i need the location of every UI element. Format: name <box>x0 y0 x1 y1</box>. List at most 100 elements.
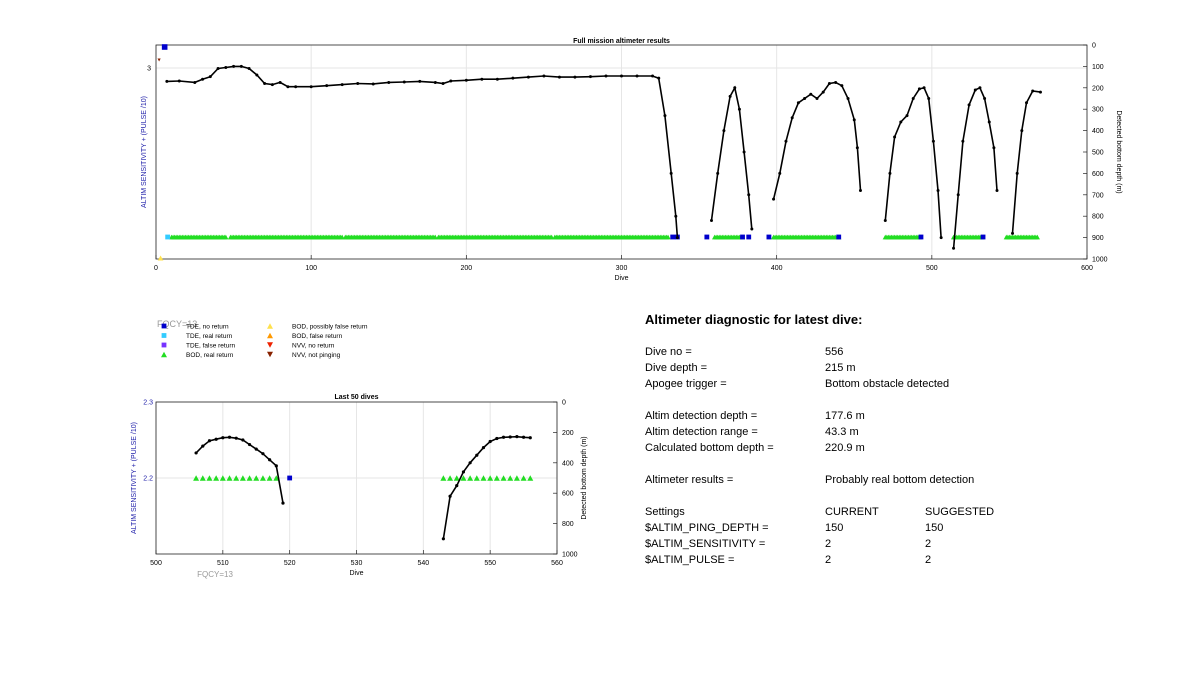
legend-entry-label: TDE, real return <box>186 333 233 340</box>
depth-line <box>166 65 679 238</box>
depth-point <box>973 88 977 92</box>
depth-point <box>722 129 726 133</box>
x-tick-label: 400 <box>771 265 783 272</box>
diag-value: Probably real bottom detection <box>825 474 975 486</box>
y-right-tick-label: 200 <box>562 430 574 437</box>
y-right-axis-label: Detected bottom depth (m) <box>1115 110 1122 193</box>
depth-point <box>733 86 737 90</box>
depth-point <box>193 80 197 84</box>
depth-point <box>475 453 479 457</box>
settings-header-label: Settings <box>645 506 685 518</box>
depth-point <box>515 435 519 439</box>
legend-marker-triangle <box>267 323 273 329</box>
depth-point <box>216 67 220 71</box>
depth-point <box>922 86 926 90</box>
bod-real-return-marker <box>259 475 266 481</box>
depth-point <box>742 150 746 154</box>
depth-point <box>716 171 720 175</box>
depth-point <box>936 189 940 193</box>
depth-point <box>464 78 468 82</box>
fqcy-label: FQCY=13 <box>197 570 233 579</box>
depth-point <box>657 76 661 80</box>
depth-line <box>884 86 942 238</box>
depth-point <box>255 73 259 77</box>
diag-row-apogee-trigger: Apogee trigger = Bottom obstacle detecte… <box>645 378 1185 392</box>
depth-point <box>651 74 655 78</box>
x-tick-label: 500 <box>926 265 938 272</box>
tde-no-return-marker <box>746 234 752 240</box>
tde-no-return-marker <box>918 234 924 240</box>
bod-real-return-marker <box>233 475 240 481</box>
x-tick-label: 100 <box>305 265 317 272</box>
depth-point <box>852 118 856 122</box>
depth-point <box>674 214 678 218</box>
bod-real-return-marker <box>273 475 280 481</box>
y-left-axis-label: ALTIM SENSITIVITY + (PULSE /10) <box>131 422 138 534</box>
depth-point <box>728 94 732 98</box>
depth-point <box>278 80 282 84</box>
nvv-not-pinging-marker <box>157 58 161 62</box>
bod-real-return-marker <box>460 475 467 481</box>
depth-point <box>663 114 667 118</box>
depth-point <box>796 101 800 105</box>
legend-entry-label: TDE, no return <box>186 324 229 331</box>
depth-point <box>815 97 819 100</box>
tde-no-return-marker <box>766 234 772 240</box>
bod-real-return-marker <box>520 475 527 481</box>
depth-point <box>1015 171 1019 175</box>
x-tick-label: 0 <box>154 265 158 272</box>
x-axis-label: Dive <box>614 275 628 282</box>
bod-possibly-false-marker <box>157 255 164 261</box>
depth-point <box>1011 231 1015 235</box>
depth-point <box>778 171 782 175</box>
setting-current: 150 <box>825 522 844 534</box>
diag-label: Calculated bottom depth = <box>645 442 774 454</box>
depth-point <box>309 85 313 89</box>
x-tick-label: 500 <box>150 560 162 567</box>
tde-no-return-marker <box>980 234 986 240</box>
bod-real-return-marker <box>487 475 494 481</box>
x-tick-label: 540 <box>417 560 429 567</box>
legend-entry-label: BOD, false return <box>292 333 343 340</box>
depth-point <box>983 97 987 100</box>
depth-point <box>207 439 212 443</box>
legend-entry-label: TDE, false return <box>186 343 236 350</box>
depth-point <box>254 447 258 451</box>
legend-marker-triangle <box>161 351 167 358</box>
depth-point <box>461 470 466 474</box>
y-right-tick-label: 400 <box>562 460 574 467</box>
fqcy-label: FQCY=13 <box>157 319 197 329</box>
depth-point <box>232 64 236 68</box>
bod-real-return-marker <box>206 475 213 481</box>
depth-point <box>387 80 391 84</box>
diag-row-bottom-depth: Calculated bottom depth = 220.9 m <box>645 442 1185 456</box>
depth-point <box>165 79 169 83</box>
y-right-tick-label: 0 <box>1092 43 1096 50</box>
diag-label: Dive no = <box>645 346 692 358</box>
depth-point <box>263 82 267 86</box>
depth-line <box>772 81 862 200</box>
depth-point <box>449 79 453 83</box>
depth-point <box>669 171 673 175</box>
depth-point <box>620 74 623 78</box>
depth-point <box>961 139 965 143</box>
setting-suggested: 150 <box>925 522 944 534</box>
y-left-tick-label: 3 <box>147 66 151 73</box>
bod-real-return-marker <box>223 234 229 240</box>
depth-point <box>821 90 825 94</box>
last-50-dives-chart: 500 510 520 530 540 550 560 0 200 400 600 800 1000 2.… <box>131 394 588 579</box>
y-right-tick-label: 600 <box>562 491 574 498</box>
depth-point <box>827 82 831 86</box>
y-right-tick-label: 600 <box>1092 171 1104 178</box>
depth-point <box>441 537 445 541</box>
depth-point <box>356 82 360 86</box>
depth-point <box>992 146 996 150</box>
depth-point <box>488 439 492 444</box>
y-right-tick-label: 400 <box>1092 128 1104 135</box>
diag-row-dive-no: Dive no = 556 <box>645 346 1185 360</box>
tde-no-return-marker <box>740 234 745 240</box>
tde-no-return-marker <box>836 234 842 240</box>
depth-point <box>495 436 499 441</box>
depth-point <box>201 77 205 81</box>
depth-point <box>433 80 437 84</box>
